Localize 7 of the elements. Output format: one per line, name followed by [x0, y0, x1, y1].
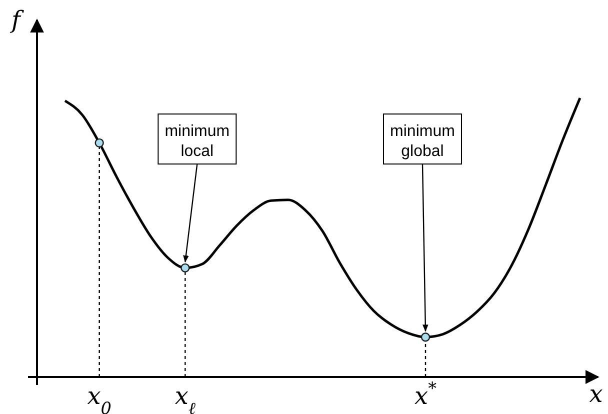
x-axis-title: x — [589, 380, 604, 408]
x-tick-label: x$^{*}$ — [414, 378, 438, 410]
x-tick-label: x$_{ℓ}$ — [174, 382, 196, 414]
x-tick-label: x$_{0}$ — [87, 382, 112, 414]
annotation: minimum global — [390, 123, 455, 160]
y-axis-title: f — [10, 6, 25, 34]
annotation: minimum local — [164, 123, 230, 160]
